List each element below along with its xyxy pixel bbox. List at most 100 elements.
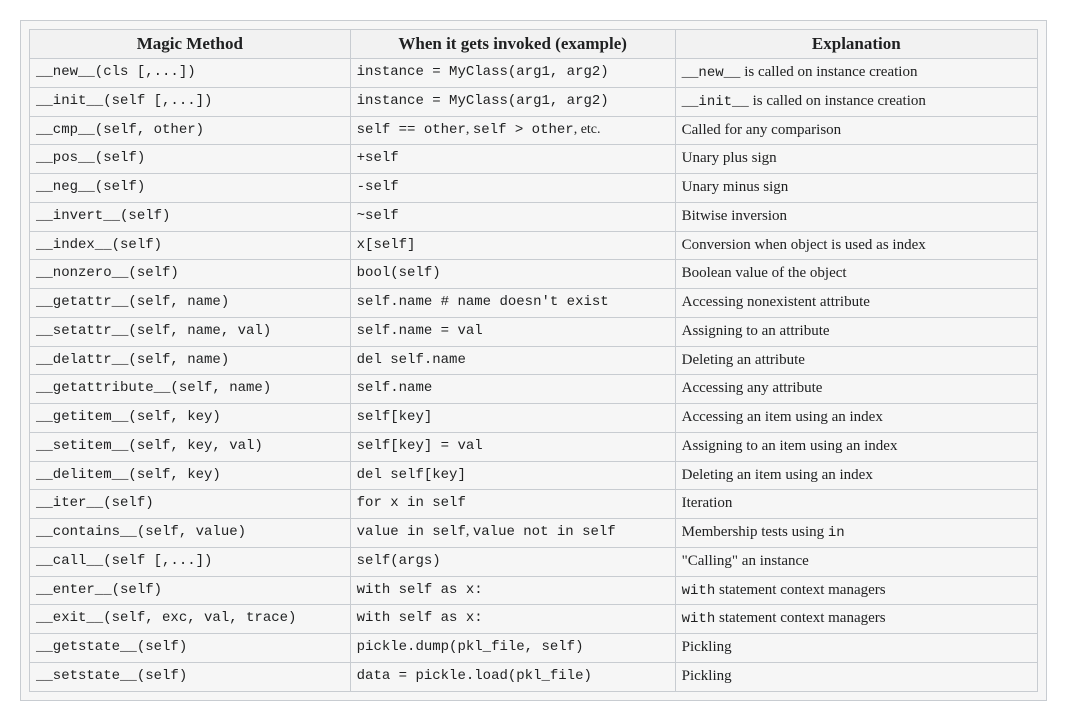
table-row: __init__(self [,...])instance = MyClass(…	[30, 87, 1038, 116]
table-row: __invert__(self)~selfBitwise inversion	[30, 202, 1038, 231]
cell-explain: __new__ is called on instance creation	[675, 59, 1037, 88]
table-row: __nonzero__(self) bool(self) Boolean value…	[30, 260, 1038, 289]
cell-method: __getitem__(self, key)	[30, 404, 351, 433]
text-span: is called on instance creation	[749, 93, 926, 109]
cell-invoked: self[key] = val	[350, 432, 675, 461]
cell-method: __pos__(self)	[30, 145, 351, 174]
code-span: __init__	[682, 94, 749, 110]
cell-method: __iter__(self)	[30, 490, 351, 519]
text-span: Accessing nonexistent attribute	[682, 294, 870, 310]
text-span: Assigning to an attribute	[682, 323, 830, 339]
code-span: instance = MyClass(arg1, arg2)	[357, 64, 609, 80]
code-span: data = pickle.load(pkl_file)	[357, 668, 592, 684]
cell-method: __setitem__(self, key, val)	[30, 432, 351, 461]
cell-method: __contains__(self, value)	[30, 519, 351, 548]
text-span: Membership tests using	[682, 524, 828, 540]
cell-method: __delattr__(self, name)	[30, 346, 351, 375]
cell-explain: Deleting an attribute	[675, 346, 1037, 375]
cell-invoked: pickle.dump(pkl_file, self)	[350, 634, 675, 663]
cell-invoked: instance = MyClass(arg1, arg2)	[350, 59, 675, 88]
code-span: self[key] = val	[357, 438, 483, 454]
table-row: __pos__(self)+selfUnary plus sign	[30, 145, 1038, 174]
text-span: Called for any comparison	[682, 122, 842, 138]
code-span: -self	[357, 179, 399, 195]
table-row: __setattr__(self, name, val)self.name = …	[30, 317, 1038, 346]
text-span: Deleting an item using an index	[682, 467, 873, 483]
cell-invoked: del self.name	[350, 346, 675, 375]
code-span: in	[828, 525, 845, 541]
cell-invoked: self == other, self > other, etc.	[350, 116, 675, 145]
code-span: bool(self)	[357, 265, 441, 281]
cell-invoked: self.name # name doesn't exist	[350, 289, 675, 318]
table-row: __setstate__(self)data = pickle.load(pkl…	[30, 662, 1038, 691]
cell-invoked: +self	[350, 145, 675, 174]
code-span: self.name	[357, 380, 433, 396]
cell-explain: Boolean value of the object	[675, 260, 1037, 289]
cell-invoked: bool(self)	[350, 260, 675, 289]
cell-invoked: ~self	[350, 202, 675, 231]
header-row: Magic Method When it gets invoked (examp…	[30, 30, 1038, 59]
table-row: __getstate__(self)pickle.dump(pkl_file, …	[30, 634, 1038, 663]
cell-method: __nonzero__(self)	[30, 260, 351, 289]
code-span: pickle.dump(pkl_file, self)	[357, 639, 584, 655]
table-row: __getattr__(self, name)self.name # name …	[30, 289, 1038, 318]
table-row: __exit__(self, exc, val, trace)with self…	[30, 605, 1038, 634]
cell-method: __invert__(self)	[30, 202, 351, 231]
cell-explain: Accessing an item using an index	[675, 404, 1037, 433]
cell-invoked: self[key]	[350, 404, 675, 433]
table-row: __iter__(self) for x in self Iteration	[30, 490, 1038, 519]
cell-explain: __init__ is called on instance creation	[675, 87, 1037, 116]
code-span: x[self]	[357, 237, 416, 253]
text-span: Conversion when object is used as index	[682, 237, 926, 253]
code-span: with	[682, 583, 716, 599]
cell-invoked: for x in self	[350, 490, 675, 519]
cell-invoked: x[self]	[350, 231, 675, 260]
cell-explain: with statement context managers	[675, 605, 1037, 634]
cell-method: __exit__(self, exc, val, trace)	[30, 605, 351, 634]
header-col-explain: Explanation	[675, 30, 1037, 59]
table-row: __contains__(self, value)value in self, …	[30, 519, 1038, 548]
code-span: for x in self	[357, 495, 466, 511]
code-span: +self	[357, 150, 399, 166]
code-span: value in self	[357, 524, 466, 540]
code-span: self[key]	[357, 409, 433, 425]
text-span: Iteration	[682, 495, 733, 511]
table-row: __cmp__(self, other)self == other, self …	[30, 116, 1038, 145]
cell-explain: Accessing any attribute	[675, 375, 1037, 404]
cell-invoked: with self as x:	[350, 605, 675, 634]
table-body: __new__(cls [,...])instance = MyClass(ar…	[30, 59, 1038, 692]
code-span: with self as x:	[357, 582, 483, 598]
cell-method: __neg__(self)	[30, 174, 351, 203]
text-span: is called on instance creation	[740, 64, 917, 80]
text-span: Accessing any attribute	[682, 380, 823, 396]
table-row: __neg__(self)-selfUnary minus sign	[30, 174, 1038, 203]
code-span: del self[key]	[357, 467, 466, 483]
table-row: __setitem__(self, key, val) self[key] = v…	[30, 432, 1038, 461]
cell-explain: Called for any comparison	[675, 116, 1037, 145]
text-span: "Calling" an instance	[682, 553, 809, 569]
table-row: __getattribute__(self, name)self.nameAcc…	[30, 375, 1038, 404]
cell-invoked: -self	[350, 174, 675, 203]
code-span: self(args)	[357, 553, 441, 569]
text-span: ,	[466, 524, 473, 539]
cell-explain: "Calling" an instance	[675, 547, 1037, 576]
table-row: __call__(self [,...])self(args)"Calling"…	[30, 547, 1038, 576]
table-row: __enter__(self)with self as x:with state…	[30, 576, 1038, 605]
cell-method: __init__(self [,...])	[30, 87, 351, 116]
cell-invoked: data = pickle.load(pkl_file)	[350, 662, 675, 691]
cell-invoked: value in self, value not in self	[350, 519, 675, 548]
cell-explain: Deleting an item using an index	[675, 461, 1037, 490]
cell-explain: Accessing nonexistent attribute	[675, 289, 1037, 318]
text-span: , etc.	[574, 122, 601, 137]
cell-explain: Pickling	[675, 662, 1037, 691]
cell-invoked: self(args)	[350, 547, 675, 576]
text-span: Assigning to an item using an index	[682, 438, 898, 454]
code-span: self.name # name doesn't exist	[357, 294, 609, 310]
cell-method: __delitem__(self, key)	[30, 461, 351, 490]
cell-explain: Membership tests using in	[675, 519, 1037, 548]
magic-methods-table: Magic Method When it gets invoked (examp…	[29, 29, 1038, 692]
cell-method: __enter__(self)	[30, 576, 351, 605]
table-row: __delattr__(self, name)del self.nameDele…	[30, 346, 1038, 375]
code-span: self.name = val	[357, 323, 483, 339]
cell-explain: Assigning to an item using an index	[675, 432, 1037, 461]
